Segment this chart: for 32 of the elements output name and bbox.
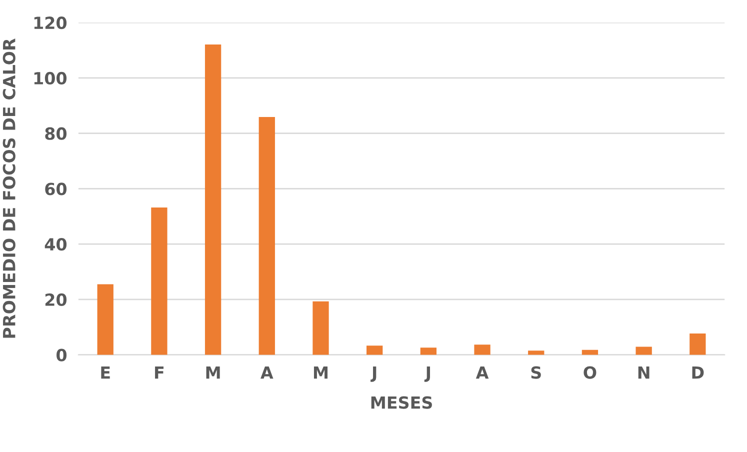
bar — [204, 44, 222, 355]
y-tick-label: 100 — [34, 72, 67, 85]
y-tick-label: 20 — [45, 293, 67, 306]
bar — [474, 344, 490, 355]
bar — [312, 301, 329, 355]
bar — [258, 117, 275, 355]
x-tick-label: N — [638, 366, 650, 379]
bar — [636, 346, 652, 355]
y-axis-title: PROMEDIO DE FOCOS DE CALOR — [2, 38, 16, 338]
x-axis-title: MESES — [371, 396, 432, 409]
x-tick-label: A — [476, 366, 489, 379]
y-tick-label: 0 — [56, 348, 67, 362]
bar — [366, 346, 383, 355]
x-tick-label: S — [531, 366, 541, 379]
x-tick-label: E — [101, 366, 110, 379]
bar — [151, 208, 168, 355]
bar — [528, 350, 544, 355]
x-tick-label: M — [314, 366, 328, 379]
bar — [420, 348, 437, 355]
y-tick-label: 40 — [44, 238, 67, 251]
bar — [690, 334, 706, 355]
x-tick-label: M — [206, 366, 220, 379]
bar — [97, 284, 114, 355]
x-tick-label: O — [584, 366, 596, 379]
y-tick-label: 120 — [34, 16, 67, 30]
x-tick-label: J — [370, 366, 376, 382]
y-tick-label: 60 — [45, 182, 67, 196]
x-tick-label: D — [692, 366, 704, 379]
x-tick-label: A — [260, 366, 274, 379]
x-tick-label: J — [424, 366, 430, 382]
y-tick-label: 80 — [45, 127, 67, 140]
x-tick-label: F — [155, 366, 164, 379]
